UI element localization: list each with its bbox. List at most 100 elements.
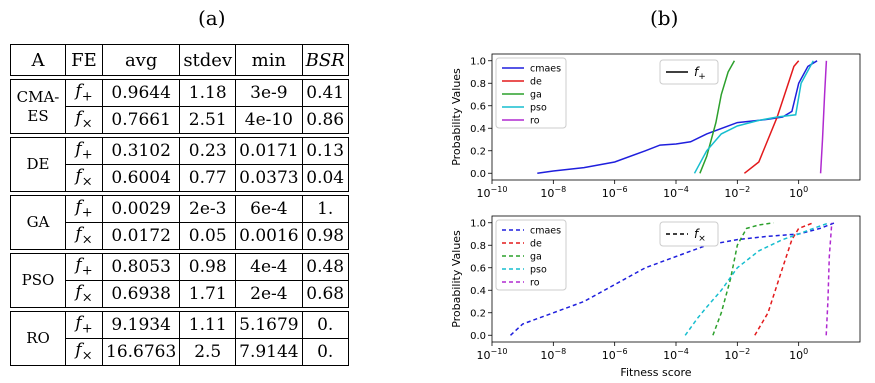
legend-label: f+: [694, 65, 706, 82]
avg-cell: 16.6763: [101, 338, 181, 366]
table-row: f× 0.6938 1.71 2e-4 0.68: [11, 280, 349, 308]
header-bsr: BSR: [301, 44, 349, 76]
x-tick-label: 10−10: [477, 185, 508, 200]
table-row: f× 0.0172 0.05 0.0016 0.98: [11, 222, 349, 250]
bsr-cell: 0.: [301, 311, 349, 339]
x-tick-label: 10−4: [663, 347, 689, 362]
avg-cell: 9.1934: [101, 311, 181, 339]
min-cell: 0.0373: [235, 164, 303, 192]
x-tick-label: 100: [789, 185, 808, 200]
series-line-ga: [699, 60, 736, 174]
header-algorithm: A: [10, 44, 66, 76]
min-cell: 4e-4: [235, 253, 303, 281]
bsr-cell: 0.86: [301, 106, 349, 134]
fe-cell: f×: [65, 164, 103, 192]
min-cell: 2e-4: [235, 280, 303, 308]
x-tick-label: 100: [789, 347, 808, 362]
algorithm-cell: GA: [10, 195, 66, 250]
y-tick-label: 0.2: [470, 146, 486, 157]
avg-cell: 0.8053: [101, 253, 181, 281]
y-tick-label: 0.0: [470, 169, 486, 180]
min-cell: 4e-10: [235, 106, 303, 134]
series-line-de: [743, 60, 800, 174]
bsr-cell: 0.48: [301, 253, 349, 281]
table-row: RO f+ 9.1934 1.11 5.1679 0.: [10, 311, 349, 366]
legend-label: ro: [530, 116, 540, 127]
table-row: DE f+ 0.3102 0.23 0.0171 0.13: [10, 137, 349, 192]
fe-cell: f+: [65, 195, 103, 223]
algorithm-name: DE: [26, 155, 50, 174]
algorithm-name-cont: ES: [27, 106, 49, 125]
table-row: PSO f+ 0.8053 0.98 4e-4 0.48: [10, 253, 349, 308]
avg-cell: 0.6938: [101, 280, 181, 308]
algorithm-name: CMA-: [16, 87, 60, 106]
stdev-cell: 0.05: [179, 222, 237, 250]
min-cell: 5.1679: [235, 311, 303, 339]
legend-label: pso: [530, 103, 547, 114]
table-header-row: A FE avg stdev min BSR: [10, 44, 349, 76]
avg-cell: 0.3102: [101, 137, 181, 165]
stdev-cell: 1.18: [179, 79, 237, 107]
y-tick-label: 0.8: [470, 79, 486, 90]
legend-box: [659, 59, 719, 85]
chart-panel-1: 10−10 10−8 10−6 10−4 10−2 100 0.0 0.2 0.4 0.6 0.8 1…: [450, 53, 861, 200]
stdev-cell: 2.5: [179, 338, 237, 366]
x-tick-label: 10−4: [663, 185, 689, 200]
y-axis-label: Probability Values: [450, 68, 463, 166]
x-tick-label: 10−10: [477, 347, 508, 362]
series-line-pso: [684, 222, 830, 336]
cdf-figure: 10−10 10−8 10−6 10−4 10−2 100 0.0 0.2 0.4 0.6 0.8 1…: [450, 53, 861, 379]
header-stdev: stdev: [179, 44, 237, 76]
fe-cell: f+: [65, 137, 103, 165]
y-tick-label: 0.6: [470, 263, 486, 274]
avg-cell: 0.0029: [101, 195, 181, 223]
min-cell: 0.0171: [235, 137, 303, 165]
series-line-ro: [819, 60, 828, 174]
table-row: f× 0.7661 2.51 4e-10 0.86: [11, 106, 349, 134]
y-tick-label: 0.2: [470, 308, 486, 319]
algorithm-cell: RO: [10, 311, 66, 366]
x-tick-label: 10−8: [540, 185, 566, 200]
x-tick-label: 10−6: [602, 185, 628, 200]
panel-a-label: (a): [198, 6, 226, 30]
y-tick-label: 0.4: [470, 124, 486, 135]
table-row: GA f+ 0.0029 2e-3 6e-4 1.: [10, 195, 349, 250]
x-tick-label: 10−8: [540, 347, 566, 362]
bsr-cell: 0.41: [301, 79, 349, 107]
bsr-cell: 0.13: [301, 137, 349, 165]
bsr-cell: 0.: [301, 338, 349, 366]
legend-label: cmaes: [530, 226, 561, 237]
stdev-cell: 0.23: [179, 137, 237, 165]
table-row: f× 0.6004 0.77 0.0373 0.04: [11, 164, 349, 192]
min-cell: 3e-9: [235, 79, 303, 107]
header-min: min: [235, 44, 303, 76]
x-tick-label: 10−2: [724, 347, 750, 362]
legend-series: cmaes de ga pso ro: [495, 219, 567, 291]
legend-label: de: [530, 239, 542, 250]
fe-cell: f+: [65, 79, 103, 107]
x-tick-label: 10−6: [602, 347, 628, 362]
algorithm-cell: DE: [10, 137, 66, 192]
series-line-ga: [712, 222, 774, 336]
algorithm-cell: CMA- ES: [10, 79, 66, 134]
legend-label: de: [530, 77, 542, 88]
header-avg: avg: [101, 44, 181, 76]
avg-cell: 0.9644: [101, 79, 181, 107]
bsr-cell: 1.: [301, 195, 349, 223]
stdev-cell: 0.98: [179, 253, 237, 281]
legend-series: cmaes de ga pso ro: [495, 57, 567, 129]
y-tick-label: 0.8: [470, 241, 486, 252]
avg-cell: 0.7661: [101, 106, 181, 134]
series-line-cmaes: [537, 60, 818, 175]
legend-box: [659, 221, 719, 247]
avg-cell: 0.6004: [101, 164, 181, 192]
legend-label: f×: [694, 227, 706, 244]
fe-cell: f+: [65, 311, 103, 339]
y-tick-label: 1.0: [470, 218, 486, 229]
chart-panel-2: 10−10 10−8 10−6 10−4 10−2 100 0.0 0.2 0.4 0.6 0.8 1…: [450, 215, 861, 379]
stdev-cell: 1.11: [179, 311, 237, 339]
algorithm-name: GA: [26, 213, 50, 232]
legend-label: cmaes: [530, 64, 561, 75]
table-row: f× 16.6763 2.5 7.9144 0.: [11, 338, 349, 366]
panel-b-label: (b): [650, 6, 679, 30]
